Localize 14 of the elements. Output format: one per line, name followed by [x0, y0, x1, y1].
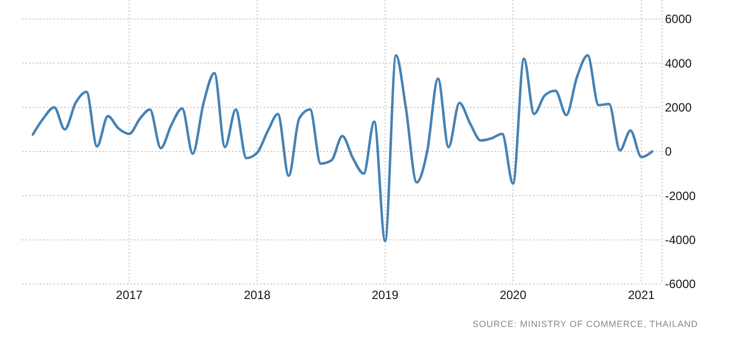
y-tick-label: -2000 [665, 188, 696, 203]
y-tick-label: -4000 [665, 233, 696, 248]
x-tick-label: 2021 [628, 288, 655, 302]
line-series [32, 54, 654, 242]
source-note: SOURCE: MINISTRY OF COMMERCE, THAILAND [472, 319, 698, 329]
y-tick-label: 0 [665, 144, 672, 159]
x-tick-label: 2019 [372, 288, 399, 302]
x-tick-label: 2020 [500, 288, 527, 302]
y-tick-label: 2000 [665, 100, 692, 115]
y-tick-label: 6000 [665, 12, 692, 26]
y-tick-label: 4000 [665, 56, 692, 70]
x-tick-label: 2017 [116, 288, 143, 302]
y-tick-label: -6000 [665, 277, 696, 292]
x-tick-label: 2018 [244, 288, 271, 302]
